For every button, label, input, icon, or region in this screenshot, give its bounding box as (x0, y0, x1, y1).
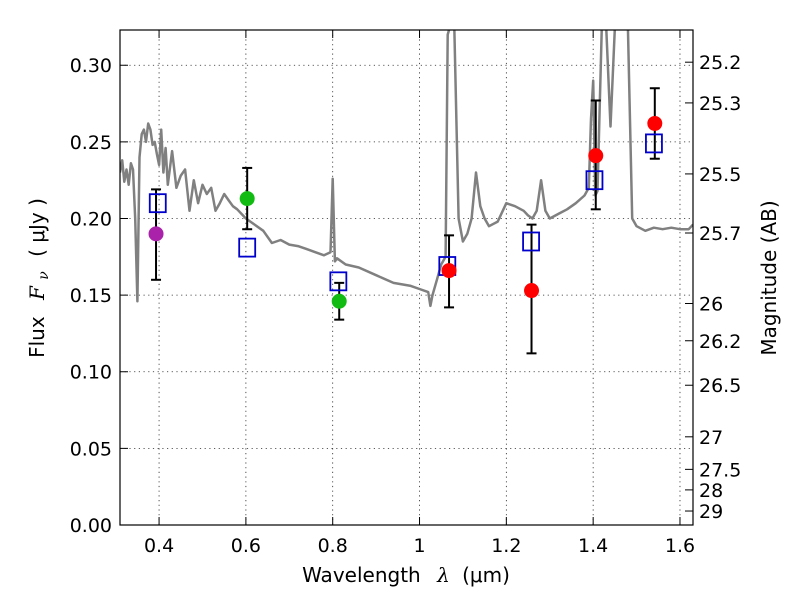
y2-tick-label: 28 (699, 480, 723, 502)
photometry-point (647, 115, 663, 131)
x-tick-label: 1 (413, 535, 425, 557)
y-tick-label: 0.05 (70, 438, 112, 460)
y2-axis-title: Magnitude (AB) (757, 200, 781, 355)
y2-tick-label: 25.5 (699, 164, 741, 186)
photometry-point (441, 263, 457, 279)
photometry-point (239, 191, 255, 207)
x-tick-label: 1.6 (665, 535, 695, 557)
y-tick-label: 0.15 (70, 285, 112, 307)
photometry-point (331, 293, 347, 309)
photometry-point (148, 226, 164, 242)
y2-tick-label: 25.7 (699, 223, 741, 245)
y2-tick-label: 27.5 (699, 459, 741, 481)
y-tick-label: 0.10 (70, 362, 112, 384)
x-axis-title-text: Wavelength (302, 563, 421, 587)
y2-tick-label: 26.5 (699, 375, 741, 397)
x-tick-label: 1.4 (578, 535, 608, 557)
y-axis-title-text: Flux (25, 316, 49, 358)
y-tick-label: 0.25 (70, 132, 112, 154)
y-tick-label: 0.20 (70, 208, 112, 230)
y2-tick-label: 27 (699, 427, 723, 449)
photometry-point (524, 283, 540, 299)
y-axis-title-unit: ( μJy ) (25, 198, 49, 257)
y-tick-label: 0.30 (70, 55, 112, 77)
y-tick-label: 0.00 (70, 515, 112, 537)
y-axis-title-symbol: F (25, 285, 49, 301)
y2-tick-label: 26.2 (699, 331, 741, 353)
y2-tick-label: 25.2 (699, 52, 741, 74)
x-tick-label: 0.6 (231, 535, 261, 557)
x-axis-title-symbol: λ (436, 563, 450, 587)
plot-frame (119, 29, 694, 526)
x-axis-title-unit: (μm) (462, 563, 510, 587)
y2-tick-label: 29 (699, 501, 723, 523)
photometry-point (588, 148, 604, 164)
y2-tick-label: 26 (699, 293, 723, 315)
model-photometry-square (238, 237, 257, 258)
model-photometry-square (522, 231, 540, 252)
photometry-markers (148, 115, 663, 309)
model-photometry-square (645, 133, 663, 154)
x-axis-ticks: 0.4 0.6 0.8 1 1.2 1.4 1.6 (144, 30, 695, 557)
y-axis-ticks: 0.00 0.05 0.10 0.15 0.20 0.25 0.30 (70, 55, 128, 537)
x-axis-title: Wavelength λ (μm) (302, 563, 510, 587)
y-axis-title-subscript: ν (36, 271, 52, 280)
y-axis-title: Flux F ν ( μJy ) (25, 198, 53, 358)
x-tick-label: 0.4 (144, 535, 174, 557)
model-spectrum-line (120, 30, 693, 308)
x-tick-label: 0.8 (318, 535, 348, 557)
model-photometry-square (329, 271, 348, 292)
model-photometry-square (148, 193, 167, 214)
model-photometry-square (585, 170, 604, 191)
x-tick-label: 1.2 (491, 535, 521, 557)
y2-tick-label: 25.3 (699, 93, 741, 115)
